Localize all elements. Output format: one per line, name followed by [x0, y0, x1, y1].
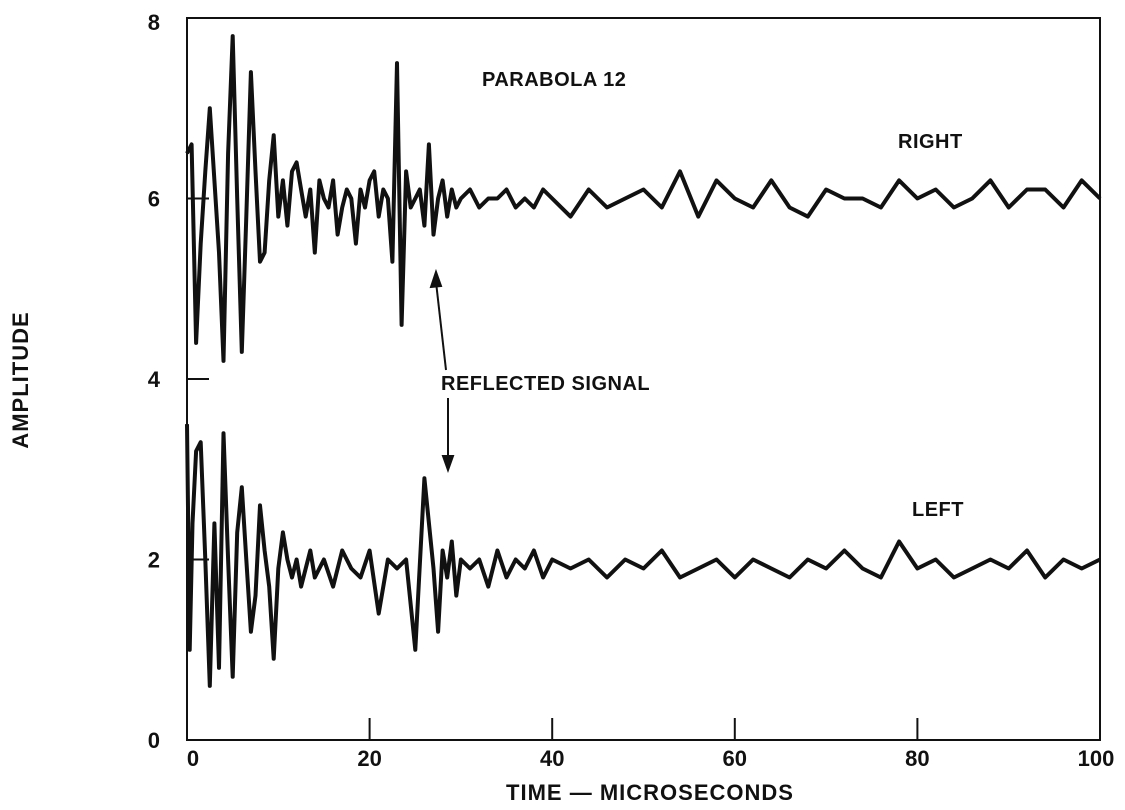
y-axis-title: AMPLITUDE — [8, 311, 33, 448]
x-tick-label: 60 — [723, 746, 747, 771]
y-tick-label: 4 — [148, 367, 161, 392]
x-tick-label: 20 — [357, 746, 381, 771]
annotation-reflected-signal: REFLECTED SIGNAL — [441, 373, 650, 395]
x-axis-title: TIME — MICROSECONDS — [506, 780, 794, 805]
y-tick-label: 6 — [148, 187, 160, 212]
x-tick-label: 80 — [905, 746, 929, 771]
y-tick-label: 8 — [148, 10, 160, 35]
series-lines — [185, 34, 1102, 688]
reflected-signal-arrows — [429, 268, 455, 473]
arrow-up-line — [435, 281, 447, 371]
series-line-right — [185, 34, 1102, 363]
y-tick-label: 2 — [148, 548, 160, 573]
series-line-left — [185, 424, 1101, 688]
y-tick-label: 0 — [148, 728, 160, 753]
y-axis: 0 2 4 6 8 — [148, 10, 209, 753]
x-tick-label: 40 — [540, 746, 564, 771]
arrow-down-head — [441, 455, 455, 473]
x-tick-label: 100 — [1078, 746, 1115, 771]
annotation-title: PARABOLA 12 — [482, 69, 626, 91]
x-tick-label: 0 — [187, 746, 199, 771]
arrow-up-head — [429, 268, 443, 289]
annotation-right-label: RIGHT — [898, 131, 963, 153]
x-axis: 0 20 40 60 80 100 — [186, 718, 1115, 771]
annotation-left-label: LEFT — [912, 499, 964, 521]
